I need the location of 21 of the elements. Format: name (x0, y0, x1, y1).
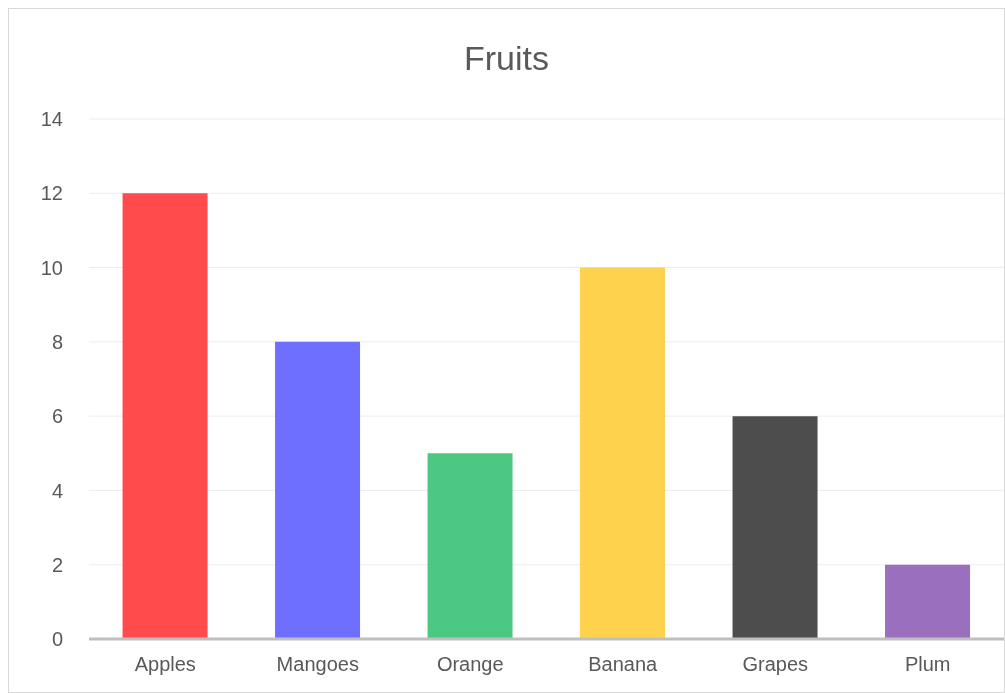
y-tick-label: 6 (51, 405, 63, 428)
y-tick-label: 8 (51, 330, 63, 353)
x-tick-label: Grapes (742, 653, 809, 676)
y-tick-label: 12 (40, 182, 63, 205)
bar (580, 267, 666, 639)
y-tick-label: 2 (51, 553, 63, 576)
x-tick-label: Apples (134, 653, 196, 676)
x-tick-label: Plum (904, 653, 951, 676)
bar (275, 341, 361, 639)
x-tick-label: Banana (588, 653, 659, 676)
y-tick-label: 0 (51, 628, 63, 651)
bar (885, 564, 971, 639)
y-tick-label: 14 (40, 108, 63, 131)
y-tick-label: 10 (40, 256, 63, 279)
bar (122, 193, 208, 639)
y-tick-label: 4 (51, 479, 63, 502)
bar (427, 453, 513, 639)
bar (732, 416, 818, 639)
x-tick-label: Mangoes (276, 653, 359, 676)
chart-title: Fruits (463, 38, 550, 79)
x-tick-label: Orange (436, 653, 504, 676)
